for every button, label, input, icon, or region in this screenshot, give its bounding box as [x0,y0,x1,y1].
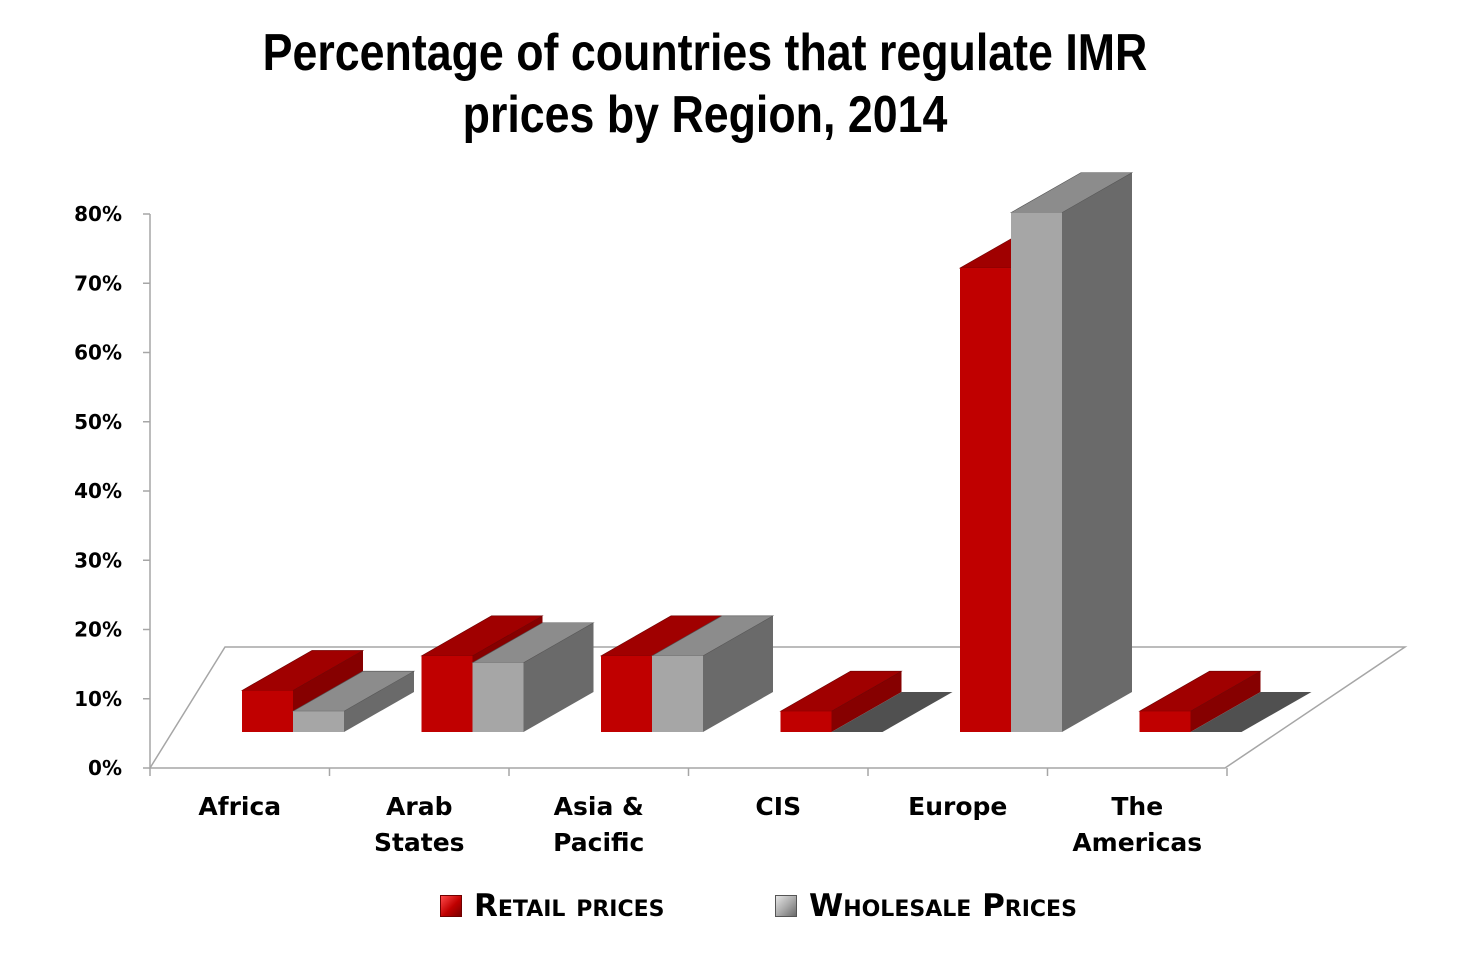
legend-swatch-retail [440,895,462,917]
x-category-label: CIS [755,792,801,821]
y-tick-label: 40% [74,479,122,503]
bar-wholesale-3 [831,692,953,732]
bar-wholesale-2-side [703,615,773,732]
bar-wholesale-5-top [1190,692,1312,732]
x-category-label: Europe [908,792,1007,821]
bar-wholesale-1 [471,622,595,732]
bar-retail-2-front [601,655,652,732]
bar-wholesale-3-top [831,692,953,732]
x-category-label: Africa [198,792,281,821]
y-tick-label: 50% [74,410,122,434]
chart-title-line-1: Percentage of countries that regulate IM… [262,24,1148,82]
bar-retail-5-side [1190,671,1261,732]
chart-title-line-2: prices by Region, 2014 [462,86,948,144]
bar-retail-3-front [780,711,832,732]
bar-wholesale-1-side [523,622,594,732]
y-tick-label: 60% [74,341,122,365]
y-tick-label: 20% [74,618,122,642]
bar-wholesale-4-front [1011,212,1062,732]
x-category-label: Asia & Pacific [553,792,644,857]
legend-swatch-wholesale [775,895,797,917]
legend-label-retail: Retail prices [474,888,665,924]
bar-wholesale-4 [1009,172,1134,732]
y-axis: 0% 10% 20% 30% 40% 50% 60% 70% 80% [74,202,1228,780]
bar-retail-1-front [421,655,473,732]
y-tick-label: 80% [74,202,122,226]
bar-wholesale-2 [650,615,775,732]
bar-wholesale-0-side [344,671,414,732]
y-tick-label: 10% [74,687,122,711]
bar-retail-5-front [1139,711,1191,732]
y-tick-label: 0% [88,756,122,780]
x-category-label: Arab States [374,792,465,857]
bar-retail-3-side [831,671,902,732]
legend-label-wholesale: Wholesale Prices [809,888,1077,924]
legend-item-retail: Retail prices [440,888,665,924]
bar-wholesale-4-side [1062,172,1132,732]
bars [240,172,1312,732]
bar-wholesale-1-front [472,662,524,732]
bar-wholesale-5 [1190,692,1312,732]
legend-item-wholesale: Wholesale Prices [775,888,1077,924]
bar-wholesale-0-front [293,711,344,732]
y-tick-label: 70% [74,271,122,295]
chart-title: Percentage of countries that regulate IM… [99,22,1312,146]
x-axis-labels: Africa Arab States Asia & Pacific CIS Europe Th… [198,792,1202,857]
bar-wholesale-0 [291,670,416,732]
legend: Retail prices Wholesale Prices [0,888,1480,934]
bar-retail-5 [1138,670,1262,732]
bar-retail-0-front [242,690,293,732]
x-category-label: The Americas [1072,792,1202,857]
bar-retail-4-front [960,268,1011,732]
y-tick-label: 30% [74,548,122,572]
bar-wholesale-2-front [652,655,703,732]
bar-retail-3 [779,670,903,732]
